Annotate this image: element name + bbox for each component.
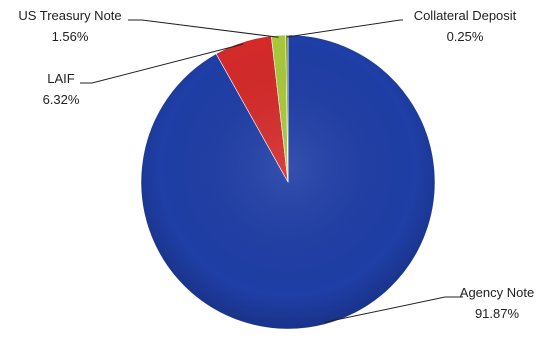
slice-value-laif: 6.32%	[43, 92, 80, 107]
slice-value-us-treasury-note: 1.56%	[52, 29, 89, 44]
slice-label-collateral-deposit: Collateral Deposit	[414, 8, 517, 23]
leader-lines	[80, 19, 463, 323]
pie-slices	[140, 34, 436, 330]
slice-label-agency-note: Agency Note	[460, 285, 534, 300]
leader-line-agency-note	[324, 296, 463, 323]
leader-line-us-treasury-note	[128, 19, 279, 38]
slice-label-us-treasury-note: US Treasury Note	[18, 8, 121, 23]
leader-line-collateral-deposit	[286, 19, 403, 38]
leader-line-laif	[80, 43, 244, 84]
slice-value-agency-note: 91.87%	[475, 306, 520, 321]
slice-labels: Agency Note 91.87% LAIF 6.32% US Treasury No…	[18, 8, 534, 321]
slice-value-collateral-deposit: 0.25%	[447, 29, 484, 44]
slice-label-laif: LAIF	[47, 71, 75, 86]
